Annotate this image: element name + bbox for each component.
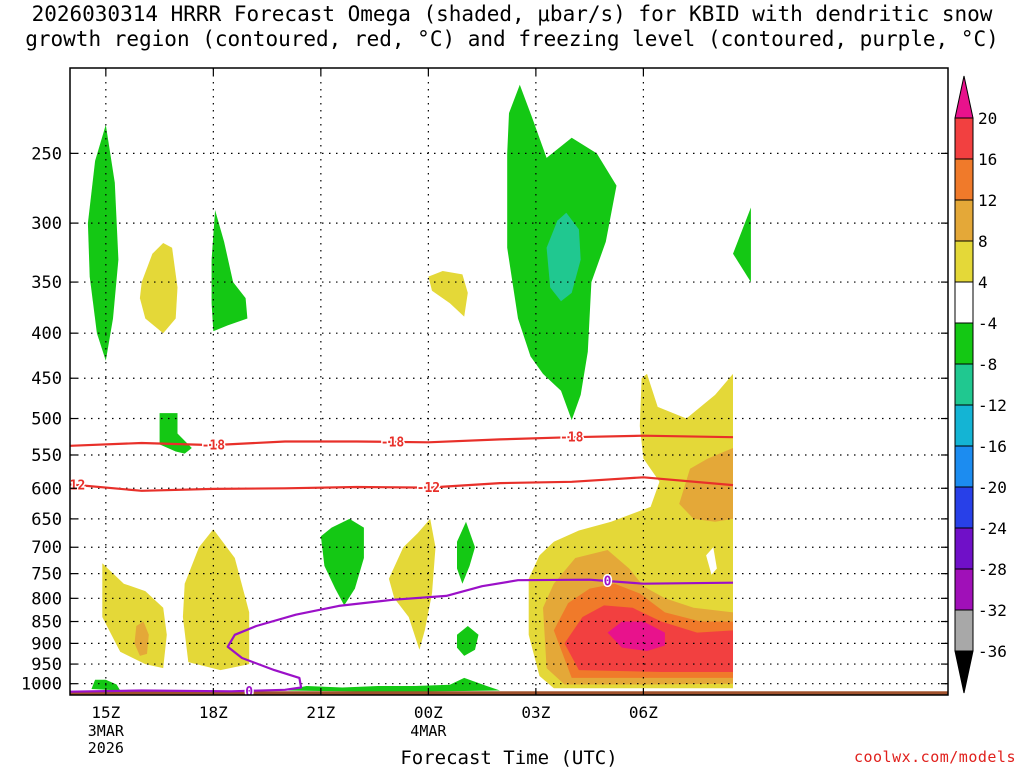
x-axis-label: Forecast Time (UTC) [400,747,617,768]
chart-title: 2026030314 HRRR Forecast Omega (shaded, … [0,2,1024,52]
x-tick-sublabel-3MAR: 3MAR [88,722,125,740]
colorbar-box--28-to--32 [954,568,974,611]
colorbar-label--4: -4 [978,314,997,333]
omega-region-descent-23z-low [388,518,436,650]
x-tick-label-21Z: 21Z [306,703,335,722]
contour-dgz-minus12 [70,476,734,492]
colorbar-box--4-to--8 [954,322,974,365]
colorbar-label--32: -32 [978,601,1007,620]
omega-region-ascent-08z-edge [733,207,751,283]
x-tick-label-18Z: 18Z [199,703,228,722]
omega-region-hole-08z [706,547,717,575]
omega-region-ascent-17z-mid [159,413,192,454]
omega-region-ascent-18z-upper [211,210,248,332]
contour-label-dgz-minus12-0: -12 [62,478,85,493]
shading-layer [87,84,751,692]
y-tick-label-300: 300 [31,214,62,234]
title-line-2: growth region (contoured, red, °C) and f… [25,27,999,51]
colorbar-box-12-to-8 [954,199,974,242]
y-tick-label-450: 450 [31,369,62,389]
colorbar-box-4-to--4 [954,281,974,324]
colorbar-label--36: -36 [978,642,1007,661]
site-credit: coolwx.com/models [853,748,1016,766]
x-tick-sublabel-2026: 2026 [88,739,124,757]
colorbar-box-16-to-12 [954,158,974,201]
x-tick-label-00Z: 00Z [414,703,443,722]
omega-region-descent-00z-upper [428,271,468,317]
x-tick-sublabel-4MAR: 4MAR [410,722,447,740]
contour-label-dgz-minus18-1: -18 [381,435,405,450]
y-tick-label-950: 950 [31,655,62,675]
omega-region-descent-07z-mid [679,448,733,522]
omega-region-descent-15z-low [102,563,167,669]
surface-terrain [70,691,948,695]
y-tick-label-900: 900 [31,634,62,654]
y-tick-label-550: 550 [31,446,62,466]
omega-region-ascent-01z-a [457,521,475,584]
x-tick-label-15Z: 15Z [91,703,120,722]
y-tick-label-400: 400 [31,324,62,344]
colorbar-label--16: -16 [978,437,1007,456]
omega-region-descent-16z-core [134,621,149,656]
omega-region-ascent-15z-upper [87,124,119,361]
contour-layer: -18 -18 -18 -12 -12 0 0 [62,429,734,700]
y-tick-label-650: 650 [31,510,62,530]
y-tick-label-1000: 1000 [21,675,62,695]
title-line-1: 2026030314 HRRR Forecast Omega (shaded, … [31,2,993,26]
y-tick-label-800: 800 [31,589,62,609]
colorbar-label--24: -24 [978,519,1007,538]
y-tick-label-250: 250 [31,144,62,164]
y-tick-label-350: 350 [31,273,62,293]
contour-label-dgz-minus12-1: -12 [417,481,440,496]
y-axis: 2503003504004505005506006507007508008509… [21,144,948,695]
colorbar-top-triangle [954,75,974,119]
plot-frame [69,67,949,696]
colorbar: 20 16 12 8 4 -4 -8 -12 -16 -20 -24 -28 -32 -36 [954,75,1007,694]
colorbar-box-8-to-4 [954,240,974,283]
omega-region-descent-18z-low [182,529,250,671]
colorbar-box--8-to--12 [954,363,974,406]
x-tick-label-06Z: 06Z [629,703,658,722]
colorbar-label-20: 20 [978,109,997,128]
colorbar-label-16: 16 [978,150,997,169]
colorbar-box--12-to--16 [954,404,974,447]
omega-region-ascent-near-surface [285,677,500,692]
colorbar-bottom-triangle [954,650,974,694]
contour-label-dgz-minus18-0: -18 [202,439,226,454]
omega-region-ascent-22z-low [320,518,364,606]
omega-region-descent-morning-20 [607,621,665,651]
colorbar-box--24-to--28 [954,527,974,570]
y-tick-label-600: 600 [31,479,62,499]
colorbar-box--32-to--36 [954,609,974,652]
colorbar-label--12: -12 [978,396,1007,415]
y-tick-label-500: 500 [31,410,62,430]
contour-label-freezing-level-0: 0 [245,685,253,700]
colorbar-box--20-to--24 [954,486,974,529]
colorbar-label-12: 12 [978,191,997,210]
omega-region-ascent-01z-b [457,626,479,656]
colorbar-label--20: -20 [978,478,1007,497]
y-tick-label-750: 750 [31,565,62,585]
y-tick-label-700: 700 [31,538,62,558]
x-tick-label-03Z: 03Z [521,703,550,722]
colorbar-box--16-to--20 [954,445,974,488]
omega-region-descent-16z-upper [139,243,178,334]
contour-label-freezing-level-1: 0 [604,575,612,590]
colorbar-label-8: 8 [978,232,988,251]
colorbar-box-20-to-16 [954,117,974,160]
colorbar-label--28: -28 [978,560,1007,579]
colorbar-label-4: 4 [978,273,988,292]
colorbar-label--8: -8 [978,355,997,374]
contour-label-dgz-minus18-2: -18 [560,431,584,446]
y-tick-label-850: 850 [31,613,62,633]
contour-dgz-minus18 [70,434,734,447]
contour-freezing-level [70,578,734,693]
omega-region-ascent-03z-core [546,212,581,302]
